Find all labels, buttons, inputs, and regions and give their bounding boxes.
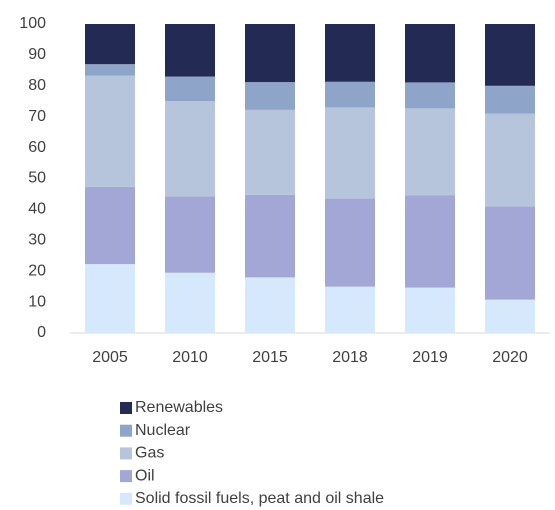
legend-swatch [120,492,132,505]
legend-label: Renewables [135,399,223,416]
bar-segment [245,277,295,333]
legend-label: Nuclear [135,422,191,439]
y-tick-label: 40 [28,201,46,218]
bar-segment [85,264,135,333]
legend-label: Solid fossil fuels, peat and oil shale [135,490,384,507]
y-tick-label: 90 [28,46,46,63]
y-tick-label: 10 [28,293,46,310]
y-tick-label: 50 [28,170,46,187]
bar-segment [85,64,135,76]
bar-segment [405,82,455,109]
bar-segment [485,24,535,86]
bar-segment [485,299,535,333]
legend-swatch [120,402,132,414]
bar-segment [245,194,295,278]
bar-segment [485,206,535,300]
bar-segment [245,109,295,195]
y-tick-label: 60 [28,139,46,156]
x-tick-label: 2005 [92,349,128,366]
bar-segment [485,85,535,114]
bar-segment [165,101,215,197]
y-tick-label: 100 [19,15,46,32]
bar-segment [405,108,455,196]
bar-segment [165,24,215,77]
bar-segment [245,82,295,110]
x-tick-label: 2020 [492,349,528,366]
x-tick-label: 2019 [412,349,448,366]
y-tick-label: 80 [28,77,46,94]
bar-segment [325,107,375,199]
bar-segment [325,286,375,333]
legend-swatch [120,470,132,483]
y-tick-label: 0 [37,324,46,341]
bar-segment [485,113,535,207]
bar-segment [325,24,375,82]
legend-label: Oil [135,467,155,484]
bar-segment [85,75,135,187]
bar-segment [325,198,375,287]
x-tick-label: 2015 [252,349,288,366]
x-tick-label: 2018 [332,349,368,366]
bar-segment [165,196,215,273]
bar-segment [245,24,295,83]
x-tick-label: 2010 [172,349,208,366]
bar-segment [85,186,135,265]
y-tick-label: 20 [28,262,46,279]
y-tick-label: 30 [28,232,46,249]
bar-segment [325,81,375,108]
legend-label: Gas [135,445,164,462]
legend-swatch [120,424,132,437]
bar-segment [165,76,215,102]
legend-swatch [120,447,132,460]
y-tick-label: 70 [28,108,46,125]
bar-segment [405,24,455,83]
bar-segment [165,272,215,333]
bar-segment [405,287,455,333]
bar-segment [85,24,135,65]
bar-segment [405,195,455,288]
